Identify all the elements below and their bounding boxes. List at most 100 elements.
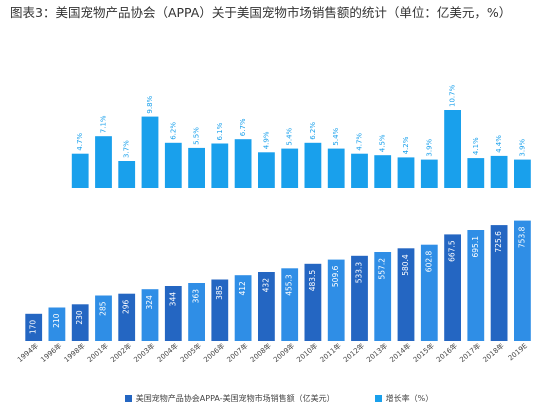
legend-label-growth: 增长率（%） [385,394,434,403]
sales-bar [490,225,508,341]
sales-bar-label: 602.8 [424,250,433,272]
sales-bar-label: 725.6 [494,231,503,253]
sales-bar [374,252,392,341]
sales-bar-label: 455.3 [285,274,294,296]
growth-bar [467,158,485,188]
growth-bar-label: 6.1% [216,122,224,140]
growth-bar [95,136,112,188]
legend: 美国宠物产品协会APPA-美国宠物市场销售额（亿美元） 增长率（%） [0,393,558,404]
sales-bar [164,286,182,341]
sales-bar-label: 533.3 [355,262,364,284]
x-tick-label: 1994年 [15,341,40,364]
growth-bar [490,155,508,188]
sales-bar-label: 285 [99,301,108,316]
sales-bar-label: 324 [145,295,154,310]
sales-bar-label: 230 [75,310,84,325]
growth-bar-label: 5.4% [286,127,294,145]
sales-bar-label: 296 [122,299,131,314]
sales-bar [25,313,43,341]
x-tick-label: 2011年 [318,341,343,364]
growth-bar-group: 4.7% 7.1% 3.7% 9.8% 6.2% 5.5% 6.1% 6.7% 4.9% 5.4%… [71,84,531,188]
sales-bar-label: 412 [238,281,247,296]
sales-bar [351,255,368,341]
sales-bar-label: 210 [52,313,61,328]
growth-bar [304,142,322,188]
growth-bar-label: 4.9% [262,131,270,149]
growth-bar [258,152,275,188]
growth-bar [444,110,461,188]
growth-bar [164,142,182,188]
growth-bar-label: 4.5% [379,134,387,152]
sales-bar-label: 509.6 [331,265,340,287]
sales-bar-label: 483.5 [308,270,317,292]
x-tick-label: 2013年 [364,341,389,364]
growth-bar-label: 4.2% [402,136,410,154]
growth-bar [397,157,415,188]
growth-bar [141,116,159,188]
sales-bar [234,275,252,341]
x-axis-tick-group: 1994年 1996年 1998年 2001年 2002年 2003年 2004年 2005年… [15,341,529,364]
growth-bar-label: 4.4% [495,135,503,153]
growth-bar-label: 4.7% [76,133,84,151]
growth-bar [188,147,205,188]
sales-bar-label: 580.4 [401,254,410,276]
x-tick-label: 2019E [507,342,529,362]
sales-bar-label: 753.8 [517,226,526,248]
x-tick-label: 2017年 [458,341,483,364]
legend-swatch-growth [374,395,382,402]
x-tick-label: 2004年 [155,341,180,364]
sales-bar-label: 557.2 [378,258,387,280]
growth-bar-label: 5.5% [193,127,201,145]
growth-bar-label: 4.7% [356,133,364,151]
sales-bar [327,259,345,341]
sales-bar [514,220,531,341]
x-tick-label: 2012年 [341,341,366,364]
x-tick-label: 1996年 [39,341,64,364]
x-tick-label: 1998年 [62,341,87,364]
x-tick-label: 2008年 [248,341,273,364]
sales-bar [95,295,112,341]
x-tick-label: 2015年 [411,341,436,364]
x-tick-label: 2018年 [481,341,506,364]
sales-bar [444,234,461,341]
sales-bar [71,304,89,341]
sales-bar-label: 363 [192,289,201,304]
sales-bar [304,263,322,341]
legend-item-sales: 美国宠物产品协会APPA-美国宠物市场销售额（亿美元） [124,393,335,404]
growth-bar-label: 3.9% [425,138,433,156]
sales-bar [118,293,136,341]
sales-bar [397,248,415,341]
growth-bar-label: 7.1% [100,115,108,133]
sales-bar [258,272,275,341]
x-tick-label: 2007年 [225,341,250,364]
growth-bar [211,143,229,188]
sales-bar-label: 385 [215,285,224,300]
growth-bar-label: 3.9% [518,138,526,156]
sales-bar [281,268,299,341]
growth-bar-label: 6.2% [309,122,317,140]
sales-bar-label: 695.1 [471,236,480,258]
growth-bar [420,159,438,188]
growth-bar-label: 6.2% [169,122,177,140]
legend-swatch-sales [124,395,132,402]
legend-label-sales: 美国宠物产品协会APPA-美国宠物市场销售额（亿美元） [135,394,335,403]
growth-bar [71,153,89,188]
sales-bar [420,244,438,341]
x-tick-label: 2009年 [271,341,296,364]
legend-item-growth: 增长率（%） [374,393,434,404]
sales-bar [467,230,485,341]
sales-bar [141,289,159,341]
growth-bar [281,148,299,188]
growth-bar [514,159,531,188]
sales-bar-label: 667.5 [448,240,457,262]
x-tick-label: 2003年 [132,341,157,364]
growth-bar-label: 4.1% [472,137,480,155]
growth-bar-label: 6.7% [239,118,247,136]
chart-title: 图表3：美国宠物产品协会（APPA）关于美国宠物市场销售额的统计（单位：亿美元，… [10,5,512,20]
growth-bar [351,153,368,188]
growth-bar-label: 10.7% [449,84,457,107]
growth-bar [374,155,392,188]
growth-bar-label: 9.8% [146,95,154,113]
sales-bar [188,283,205,341]
chart-svg: 170 210 230 285 296 324 344 363 385 412 432 455.3 48… [15,84,531,364]
